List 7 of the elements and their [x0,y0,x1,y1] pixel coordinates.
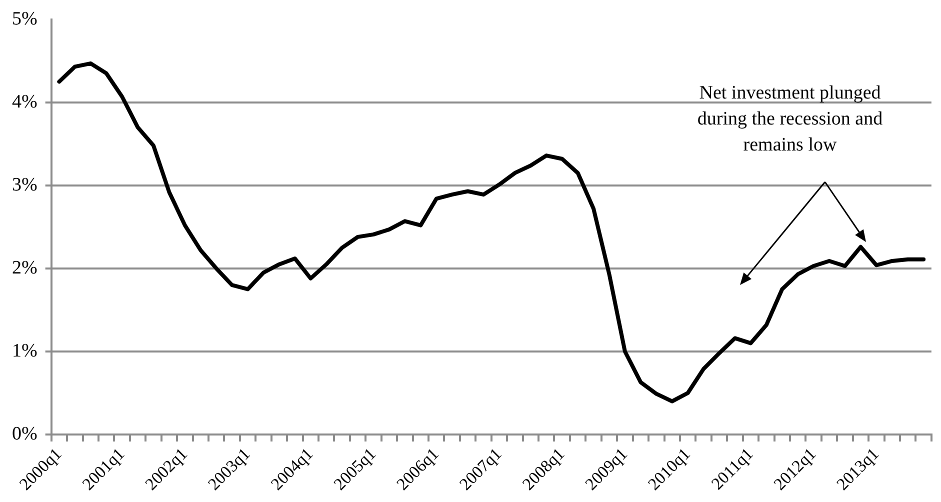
y-tick-label: 5% [12,8,38,30]
y-tick-label: 2% [12,257,38,278]
y-tick-label: 3% [12,174,38,196]
y-tick-label: 0% [12,423,38,444]
annotation: Net investment plunged during the recession and remains low [697,82,884,156]
y-tick-label: 1% [12,340,38,362]
y-tick-label: 4% [12,91,38,112]
